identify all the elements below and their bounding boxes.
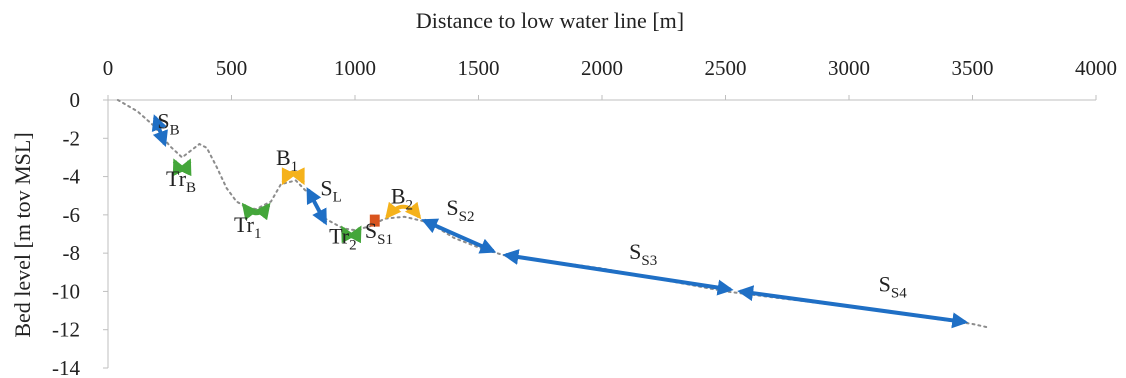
y-tick-label: -14 [52, 356, 80, 378]
segment-tr-b-label: TrB [166, 166, 196, 196]
x-axis-label: Distance to low water line [m] [416, 8, 684, 33]
segment-tr-1-label: Tr1 [234, 212, 262, 242]
segment-tr-2-label: Tr2 [329, 224, 357, 254]
segment-s-s1 [369, 214, 380, 227]
y-tick-label: -2 [63, 126, 81, 150]
segment-tr-1-label-sub: 1 [254, 226, 262, 242]
x-tick-label: 1500 [458, 56, 500, 80]
y-tick-label: -8 [63, 241, 81, 265]
bed-profile-line [116, 99, 991, 329]
y-tick-label: -4 [63, 165, 81, 189]
segment-tr-2 [340, 225, 362, 244]
x-tick-label: 3000 [828, 56, 870, 80]
profile-layer [116, 99, 991, 329]
segment-s-l [306, 187, 328, 226]
segment-layer [151, 114, 969, 329]
segment-s-s3-label-sub: S3 [641, 253, 657, 269]
segment-tr-b-label-sub: B [186, 180, 196, 196]
x-tick-label: 1000 [334, 56, 376, 80]
x-tick-label: 2000 [581, 56, 623, 80]
segment-tr-2-label-sub: 2 [349, 238, 357, 254]
y-tick-label: -6 [63, 203, 81, 227]
x-tick-label: 500 [216, 56, 248, 80]
segment-tr-b [172, 158, 192, 177]
segment-s-s4 [737, 285, 969, 329]
segment-s-l-label-sub: L [333, 190, 342, 206]
segment-b-2 [385, 201, 422, 220]
segment-s-s4-label-sub: S4 [891, 285, 907, 301]
y-tick-label: 0 [70, 88, 81, 112]
segment-s-s3-label: SS3 [629, 239, 657, 269]
segment-s-l-label: SL [320, 176, 341, 206]
axes: 0 500 1000 1500 2000 2500 3000 3500 4000 0 -2 -4 -6 -… [52, 56, 1117, 378]
segment-s-b-label-sub: B [170, 123, 180, 139]
y-axis-label: Bed level [m tov MSL] [10, 132, 35, 337]
segment-b-1-label: B1 [276, 145, 298, 175]
x-tick-label: 0 [103, 56, 114, 80]
segment-s-s2-label-sub: S2 [459, 209, 475, 225]
segment-b-1-label-sub: 1 [291, 159, 299, 175]
y-tick-label: -10 [52, 279, 80, 303]
segment-s-s2 [421, 218, 497, 254]
segment-s-s4-label: SS4 [879, 271, 908, 301]
segment-b-1 [281, 167, 305, 186]
y-tick-label: -12 [52, 318, 80, 342]
x-tick-label: 2500 [705, 56, 747, 80]
x-tick-label: 4000 [1075, 56, 1117, 80]
segment-s-s3 [502, 249, 734, 296]
segment-b-2-label-sub: 2 [406, 197, 414, 213]
segment-s-b [151, 114, 168, 148]
segment-s-s2-label: SS2 [446, 195, 474, 225]
segment-s-s1-label-sub: S1 [377, 232, 393, 248]
segment-tr-1 [241, 202, 271, 221]
x-tick-label: 3500 [952, 56, 994, 80]
